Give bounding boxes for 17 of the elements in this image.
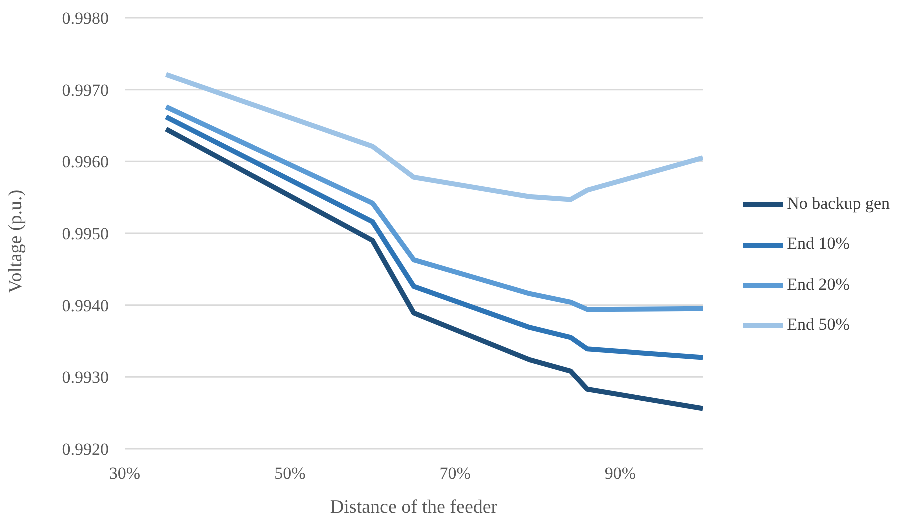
y-tick-label: 0.9920 <box>62 440 109 460</box>
x-tick-label: 90% <box>604 464 636 484</box>
legend-label: End 10% <box>787 234 850 254</box>
legend-label: No backup gen <box>787 194 890 214</box>
legend-label: End 50% <box>787 314 850 334</box>
y-tick-label: 0.9930 <box>62 368 109 388</box>
y-tick-label: 0.9980 <box>62 9 109 28</box>
y-tick-label: 0.9960 <box>62 152 109 172</box>
y-tick-label: 0.9970 <box>62 80 109 100</box>
y-axis-title: Voltage (p.u.) <box>6 190 27 294</box>
x-axis-title: Distance of the feeder <box>330 497 498 518</box>
x-tick-label: 70% <box>440 464 471 484</box>
y-tick-label: 0.9950 <box>62 224 109 244</box>
y-tick-label: 0.9940 <box>62 296 109 316</box>
x-tick-label: 30% <box>109 464 141 484</box>
legend-label: End 20% <box>787 274 850 294</box>
x-tick-label: 50% <box>274 464 306 484</box>
